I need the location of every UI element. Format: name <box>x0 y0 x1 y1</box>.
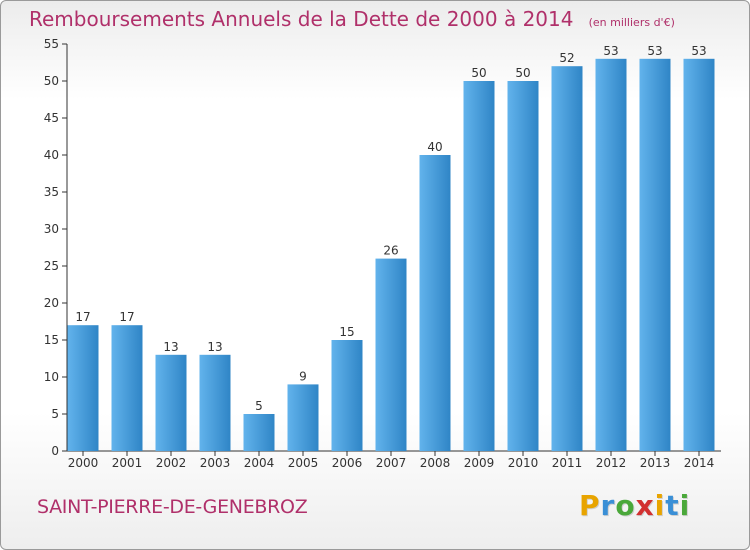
logo-letter: x <box>635 489 655 522</box>
data-label: 53 <box>647 44 662 58</box>
logo-letter: i <box>654 489 666 522</box>
data-label: 13 <box>207 340 222 354</box>
data-labels: 17 17 13 13 5 9 15 26 40 50 50 52 53 53 53 <box>75 44 706 413</box>
x-tick-label: 2005 <box>288 456 319 470</box>
y-tick-label: 30 <box>44 222 59 236</box>
x-axis: 2000 2001 2002 2003 2004 2005 2006 2007 2008 2009… <box>67 450 721 470</box>
chart-unit-label: (en milliers d'€) <box>588 16 675 29</box>
bar-2004 <box>243 414 275 451</box>
bar-2013 <box>639 58 671 452</box>
bar-2014 <box>683 58 715 452</box>
data-label: 17 <box>75 310 90 324</box>
bars <box>67 58 715 452</box>
bar-2000 <box>67 325 99 451</box>
y-tick-label: 25 <box>44 259 59 273</box>
y-tick-label: 35 <box>44 185 59 199</box>
x-tick-label: 2006 <box>332 456 363 470</box>
chart-title-block: Remboursements Annuels de la Dette de 20… <box>29 7 675 31</box>
data-label: 40 <box>427 140 442 154</box>
x-tick-label: 2002 <box>156 456 187 470</box>
bar-2007 <box>375 258 407 451</box>
commune-name: SAINT-PIERRE-DE-GENEBROZ <box>37 496 308 518</box>
data-label: 13 <box>163 340 178 354</box>
chart-title: Remboursements Annuels de la Dette de 20… <box>29 7 574 31</box>
x-tick-label: 2013 <box>640 456 671 470</box>
logo-letter: o <box>615 489 636 522</box>
logo-letter: i <box>679 489 691 522</box>
x-tick-label: 2004 <box>244 456 275 470</box>
x-tick-label: 2014 <box>684 456 715 470</box>
bar-2003 <box>199 354 231 451</box>
data-label: 26 <box>383 244 398 258</box>
x-tick-label: 2010 <box>508 456 539 470</box>
bar-2006 <box>331 340 363 451</box>
y-tick-label: 0 <box>51 444 59 458</box>
bar-2012 <box>595 58 627 452</box>
y-tick-label: 5 <box>51 407 59 421</box>
bar-2002 <box>155 354 187 451</box>
bar-2001 <box>111 325 143 451</box>
data-label: 9 <box>299 369 307 383</box>
proxiti-logo: Proxiti <box>579 489 690 522</box>
bar-2005 <box>287 384 319 451</box>
x-tick-label: 2011 <box>552 456 583 470</box>
bar-2011 <box>551 66 583 451</box>
data-label: 50 <box>471 66 486 80</box>
x-tick-label: 2012 <box>596 456 627 470</box>
logo-letter: P <box>579 489 601 522</box>
y-axis: 0 5 10 15 20 25 30 35 40 45 50 55 <box>44 37 68 458</box>
x-tick-label: 2003 <box>200 456 231 470</box>
data-label: 53 <box>603 44 618 58</box>
logo-letter: t <box>665 489 680 522</box>
bar-2010 <box>507 81 539 451</box>
y-tick-label: 45 <box>44 111 59 125</box>
y-tick-label: 10 <box>44 370 59 384</box>
data-label: 5 <box>255 399 263 413</box>
data-label: 52 <box>559 51 574 65</box>
y-tick-label: 55 <box>44 37 59 51</box>
logo-letter: r <box>600 489 616 522</box>
data-label: 15 <box>339 325 354 339</box>
y-tick-label: 20 <box>44 296 59 310</box>
y-tick-label: 40 <box>44 148 59 162</box>
data-label: 53 <box>691 44 706 58</box>
data-label: 17 <box>119 310 134 324</box>
x-tick-label: 2001 <box>112 456 143 470</box>
y-tick-label: 50 <box>44 74 59 88</box>
x-tick-label: 2009 <box>464 456 495 470</box>
bar-2008 <box>419 155 451 451</box>
bar-2009 <box>463 81 495 451</box>
x-tick-label: 2008 <box>420 456 451 470</box>
x-tick-label: 2000 <box>68 456 99 470</box>
y-tick-label: 15 <box>44 333 59 347</box>
data-label: 50 <box>515 66 530 80</box>
x-tick-label: 2007 <box>376 456 407 470</box>
